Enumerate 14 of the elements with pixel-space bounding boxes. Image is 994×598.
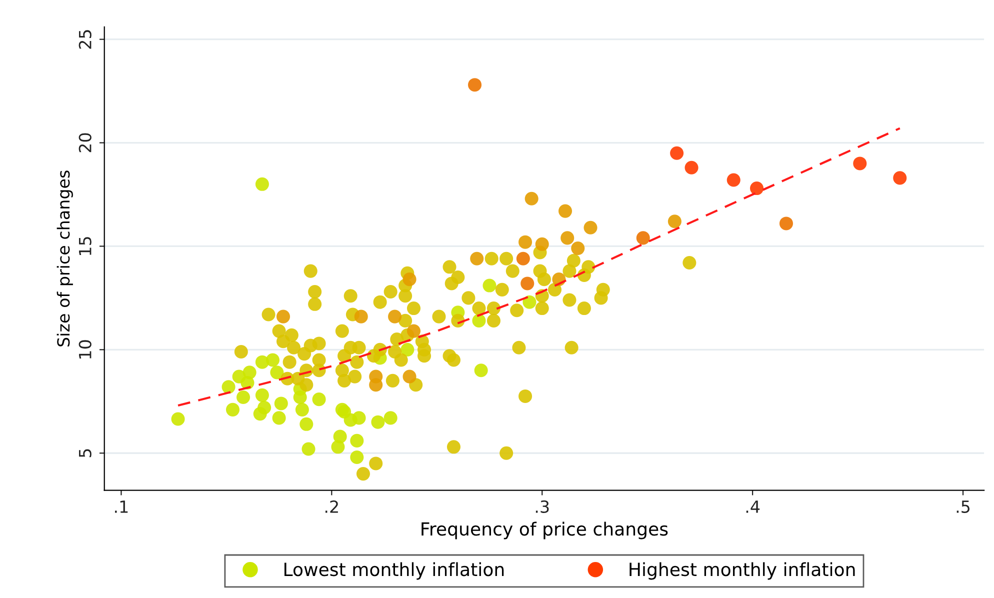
y-tick-label: 5 [79, 449, 92, 458]
x-tick-label: .4 [746, 500, 760, 513]
y-tick-label: 15 [79, 237, 92, 255]
legend-label: Lowest monthly inflation [284, 562, 504, 580]
x-tick-label: .1 [115, 500, 128, 513]
y-tick-label: 25 [78, 30, 92, 49]
y-tick-label: 20 [78, 133, 92, 152]
y-axis-title: Size of price changes [56, 170, 73, 346]
x-tick-label: .5 [956, 500, 970, 513]
legend-label: Highest monthly inflation [630, 562, 855, 580]
x-axis-title: Frequency of price changes [422, 522, 668, 540]
x-tick-label: .3 [536, 500, 549, 513]
x-tick-label: .2 [325, 500, 338, 513]
y-tick-label: 10 [78, 340, 92, 358]
